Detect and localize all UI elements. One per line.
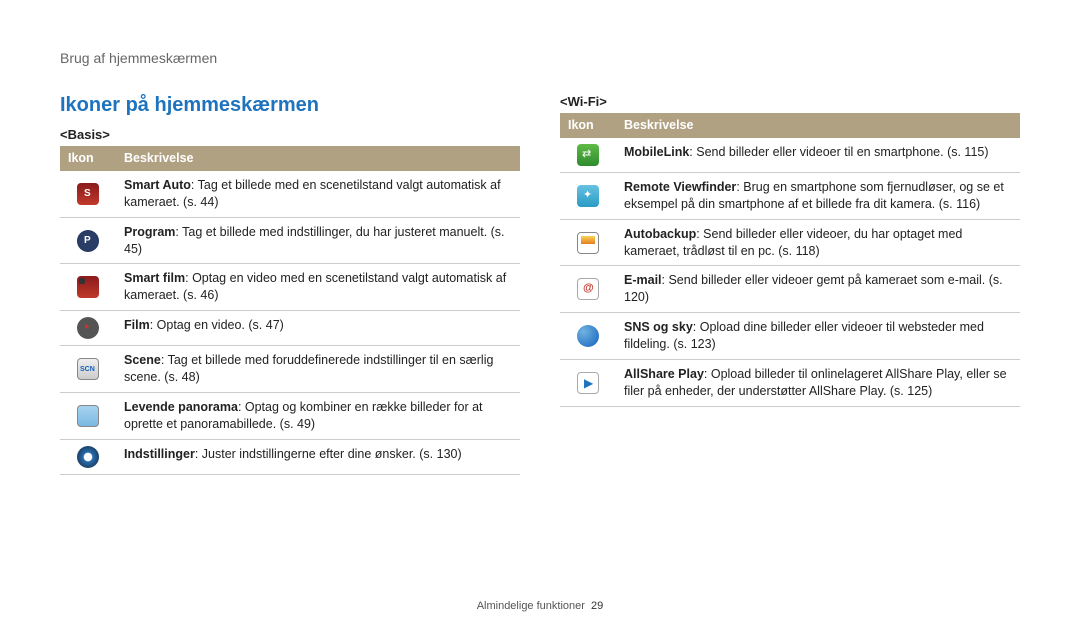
row-bold: Smart Auto (124, 178, 191, 192)
section-title: Ikoner på hjemmeskærmen (60, 94, 520, 117)
desc-cell: Remote Viewfinder: Brug en smartphone so… (616, 172, 1020, 219)
pano-icon (77, 405, 99, 427)
table-row: Levende panorama: Optag og kombiner en r… (60, 392, 520, 439)
table-row: E-mail: Send billeder eller videoer gemt… (560, 266, 1020, 313)
icon-cell (60, 171, 116, 217)
desc-cell: Autobackup: Send billeder eller videoer,… (616, 219, 1020, 266)
icon-cell (60, 346, 116, 393)
icon-cell (60, 311, 116, 346)
desc-cell: Smart film: Optag en video med en scenet… (116, 264, 520, 311)
icon-cell (560, 359, 616, 406)
table-row: Program: Tag et billede med indstillinge… (60, 217, 520, 264)
icon-cell (60, 264, 116, 311)
row-bold: Autobackup (624, 227, 696, 241)
row-text: : Optag en video. (s. 47) (150, 318, 284, 332)
table-row: Remote Viewfinder: Brug en smartphone so… (560, 172, 1020, 219)
col-desc-header: Beskrivelse (616, 113, 1020, 138)
sfilm-icon (77, 276, 99, 298)
smart-icon (77, 183, 99, 205)
row-bold: E-mail (624, 273, 662, 287)
row-bold: Remote Viewfinder (624, 180, 736, 194)
footer-label: Almindelige funktioner (477, 600, 585, 612)
left-column: Ikoner på hjemmeskærmen <Basis> Ikon Bes… (60, 94, 520, 475)
wifi-table: Ikon Beskrivelse MobileLink: Send billed… (560, 113, 1020, 407)
row-text: : Tag et billede med indstillinger, du h… (124, 225, 505, 256)
row-text: : Tag et billede med foruddefinerede ind… (124, 353, 493, 384)
table-row: Autobackup: Send billeder eller videoer,… (560, 219, 1020, 266)
desc-cell: MobileLink: Send billeder eller videoer … (616, 138, 1020, 173)
sns-icon (577, 325, 599, 347)
row-text: : Juster indstillingerne efter dine ønsk… (195, 447, 462, 461)
table-row: SNS og sky: Opload dine billeder eller v… (560, 313, 1020, 360)
table-row: Indstillinger: Juster indstillingerne ef… (60, 439, 520, 474)
footer-page-number: 29 (591, 600, 603, 612)
asp-icon (577, 372, 599, 394)
row-bold: Scene (124, 353, 161, 367)
row-bold: Film (124, 318, 150, 332)
row-bold: Program (124, 225, 175, 239)
film-icon (77, 317, 99, 339)
row-bold: Levende panorama (124, 400, 238, 414)
table-row: Scene: Tag et billede med foruddefinered… (60, 346, 520, 393)
desc-cell: Smart Auto: Tag et billede med en scenet… (116, 171, 520, 217)
desc-cell: Indstillinger: Juster indstillingerne ef… (116, 439, 520, 474)
wifi-subhead: <Wi-Fi> (560, 94, 1020, 109)
col-desc-header: Beskrivelse (116, 146, 520, 171)
icon-cell (560, 266, 616, 313)
page-footer: Almindelige funktioner 29 (0, 600, 1080, 612)
desc-cell: Scene: Tag et billede med foruddefinered… (116, 346, 520, 393)
set-icon (77, 446, 99, 468)
icon-cell (560, 138, 616, 173)
right-column: <Wi-Fi> Ikon Beskrivelse MobileLink: Sen… (560, 94, 1020, 475)
basis-table: Ikon Beskrivelse Smart Auto: Tag et bill… (60, 146, 520, 475)
mlink-icon (577, 144, 599, 166)
row-bold: Smart film (124, 271, 185, 285)
icon-cell (60, 392, 116, 439)
rvf-icon (577, 185, 599, 207)
desc-cell: Film: Optag en video. (s. 47) (116, 311, 520, 346)
table-row: Smart film: Optag en video med en scenet… (60, 264, 520, 311)
col-icon-header: Ikon (60, 146, 116, 171)
desc-cell: Program: Tag et billede med indstillinge… (116, 217, 520, 264)
icon-cell (60, 439, 116, 474)
abk-icon (577, 232, 599, 254)
col-icon-header: Ikon (560, 113, 616, 138)
table-row: Smart Auto: Tag et billede med en scenet… (60, 171, 520, 217)
basis-subhead: <Basis> (60, 127, 520, 142)
icon-cell (560, 172, 616, 219)
prog-icon (77, 230, 99, 252)
row-text: : Send billeder eller videoer gemt på ka… (624, 273, 1003, 304)
row-bold: AllShare Play (624, 367, 704, 381)
row-text: : Send billeder eller videoer til en sma… (689, 145, 988, 159)
icon-cell (560, 313, 616, 360)
row-bold: MobileLink (624, 145, 689, 159)
desc-cell: SNS og sky: Opload dine billeder eller v… (616, 313, 1020, 360)
table-row: Film: Optag en video. (s. 47) (60, 311, 520, 346)
icon-cell (60, 217, 116, 264)
email-icon (577, 278, 599, 300)
row-bold: Indstillinger (124, 447, 195, 461)
row-bold: SNS og sky (624, 320, 693, 334)
desc-cell: E-mail: Send billeder eller videoer gemt… (616, 266, 1020, 313)
table-row: MobileLink: Send billeder eller videoer … (560, 138, 1020, 173)
table-row: AllShare Play: Opload billeder til onlin… (560, 359, 1020, 406)
scn-icon (77, 358, 99, 380)
breadcrumb: Brug af hjemmeskærmen (60, 50, 1020, 66)
desc-cell: Levende panorama: Optag og kombiner en r… (116, 392, 520, 439)
desc-cell: AllShare Play: Opload billeder til onlin… (616, 359, 1020, 406)
icon-cell (560, 219, 616, 266)
